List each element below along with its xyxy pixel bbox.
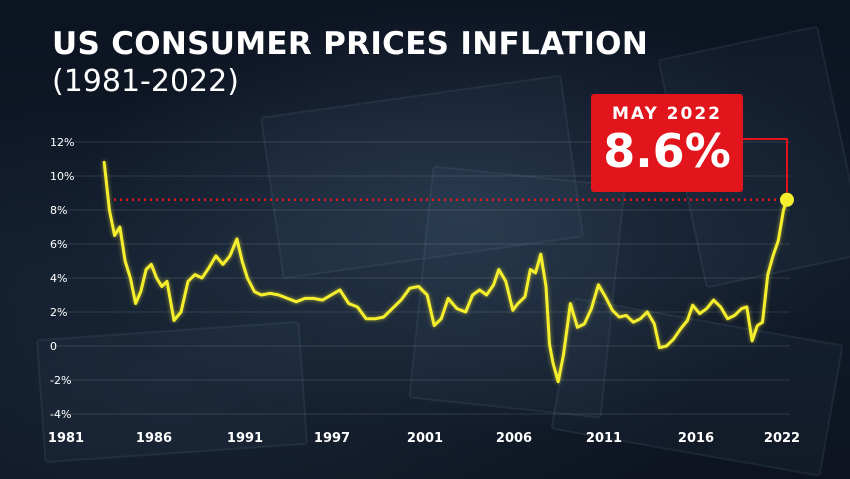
y-tick-label: 12% bbox=[50, 136, 74, 149]
x-axis: 1981 1986 1991 1997 2001 2006 2011 2016 2022 bbox=[48, 431, 800, 446]
x-tick-label: 2006 bbox=[496, 431, 532, 446]
highlight-point-may-2022 bbox=[779, 192, 794, 207]
y-tick-label: 8% bbox=[50, 204, 67, 217]
callout-connector bbox=[743, 138, 788, 193]
x-tick-label: 1981 bbox=[48, 431, 84, 446]
callout-box: MAY 2022 8.6% bbox=[591, 94, 743, 192]
y-tick-label: -4% bbox=[50, 408, 71, 421]
chart-title: US CONSUMER PRICES INFLATION bbox=[52, 26, 649, 62]
inflation-series-line bbox=[102, 160, 789, 384]
x-tick-label: 1997 bbox=[314, 431, 350, 446]
callout-value: 8.6% bbox=[603, 124, 731, 178]
x-tick-label: 1986 bbox=[136, 431, 172, 446]
chart-subtitle: (1981-2022) bbox=[52, 64, 239, 99]
x-tick-label: 2016 bbox=[678, 431, 714, 446]
y-tick-label: 0 bbox=[50, 340, 57, 353]
y-tick-label: 10% bbox=[50, 170, 74, 183]
y-tick-label: 2% bbox=[50, 306, 67, 319]
x-tick-label: 2001 bbox=[407, 431, 443, 446]
x-tick-label: 2011 bbox=[586, 431, 622, 446]
x-tick-label: 2022 bbox=[764, 431, 800, 446]
y-tick-label: 6% bbox=[50, 238, 67, 251]
y-tick-label: -2% bbox=[50, 374, 71, 387]
x-tick-label: 1991 bbox=[227, 431, 263, 446]
callout-label: MAY 2022 bbox=[612, 104, 722, 124]
y-tick-label: 4% bbox=[50, 272, 67, 285]
y-axis: 12% 10% 8% 6% 4% 2% 0 -2% -4% bbox=[50, 136, 74, 421]
